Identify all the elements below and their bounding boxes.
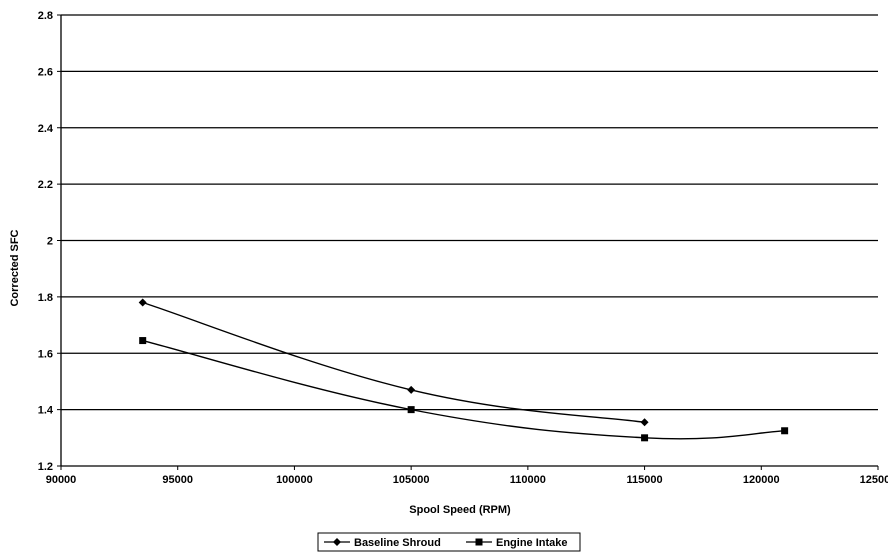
axes xyxy=(57,14,879,470)
series-markers xyxy=(138,298,789,442)
x-tick-label: 120000 xyxy=(743,474,780,486)
data-point-baseline-shroud xyxy=(640,418,649,427)
data-point-engine-intake xyxy=(139,337,147,345)
data-point-baseline-shroud xyxy=(407,385,416,394)
x-tick-label: 90000 xyxy=(46,474,77,486)
x-tick-label: 115000 xyxy=(627,474,663,486)
data-point-baseline-shroud xyxy=(138,298,147,307)
x-tick-label: 95000 xyxy=(162,474,193,486)
data-point-engine-intake xyxy=(781,427,789,435)
legend: Baseline Shroud Engine Intake xyxy=(317,532,581,552)
y-tick-label: 2 xyxy=(47,236,53,248)
x-axis-title: Spool Speed (RPM) xyxy=(409,504,511,516)
grid-lines xyxy=(61,14,878,411)
x-tick-label: 125000 xyxy=(860,474,888,486)
legend-label-baseline-shroud: Baseline Shroud xyxy=(354,537,441,549)
legend-label-engine-intake: Engine Intake xyxy=(496,537,568,549)
data-point-engine-intake xyxy=(641,434,649,442)
series-line-baseline-shroud xyxy=(142,301,645,424)
y-tick-label: 2.2 xyxy=(38,179,53,191)
y-tick-label: 2.4 xyxy=(38,123,54,135)
y-tick-label: 1.2 xyxy=(38,461,53,473)
data-point-engine-intake xyxy=(407,406,415,414)
legend-marker-diamond-icon xyxy=(333,538,341,546)
y-tick-label: 2.8 xyxy=(38,10,53,22)
x-tick-label: 105000 xyxy=(393,474,430,486)
y-axis-title: Corrected SFC xyxy=(9,229,21,306)
series-lines xyxy=(142,301,785,440)
legend-box xyxy=(317,532,581,552)
x-tick-label: 100000 xyxy=(276,474,313,486)
y-tick-label: 2.6 xyxy=(38,66,53,78)
series-line-engine-intake xyxy=(142,339,785,440)
y-tick-label: 1.4 xyxy=(38,405,54,417)
tick-labels: 1.2 1.4 1.6 1.8 2 2.2 2.4 2.6 2.8 90000 95000 10000… xyxy=(38,10,888,486)
legend-marker-square-icon xyxy=(475,538,483,546)
y-tick-label: 1.6 xyxy=(38,348,53,360)
x-tick-label: 110000 xyxy=(510,474,546,486)
y-tick-label: 1.8 xyxy=(38,292,53,304)
